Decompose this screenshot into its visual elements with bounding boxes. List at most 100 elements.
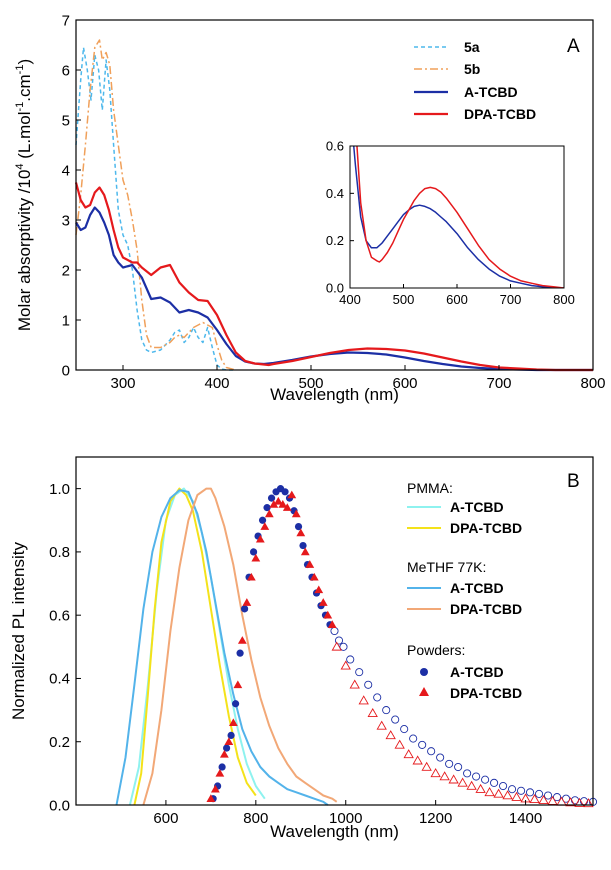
panel-b-legend: PMMA: A-TCBD DPA-TCBD MeTHF 77K: A-TCBD … bbox=[407, 480, 522, 701]
panel-b-powders-dpa-tcbd-point bbox=[323, 610, 333, 619]
panel-b-powders-a-tcbd-point bbox=[490, 778, 499, 787]
panel-b-powders-a-tcbd-point bbox=[427, 747, 436, 756]
ylabel-sup3: -1 bbox=[14, 65, 26, 75]
panel-b-powders-dpa-tcbd-point bbox=[484, 787, 495, 797]
panel-b-powders-dpa-tcbd-point bbox=[305, 560, 315, 568]
panel-b-ytick-label: 0.0 bbox=[49, 797, 70, 814]
panel-b-powders-dpa-tcbd-point bbox=[565, 797, 576, 807]
panel-b-powders-dpa-tcbd-point bbox=[309, 572, 319, 581]
panel-a-ytick-label: 7 bbox=[62, 12, 70, 29]
legend-label-5b: 5b bbox=[464, 61, 480, 77]
panel-b-powders-a-tcbd-point bbox=[218, 763, 226, 771]
panel-a-inset: 400 500 600 700 800 0.0 0.2 0.4 0.6 bbox=[326, 139, 575, 307]
panel-b-powders-dpa-tcbd-point bbox=[349, 679, 360, 689]
panel-b-powders-a-tcbd-point bbox=[231, 700, 240, 708]
panel-a-dpa-tcbd-line bbox=[74, 182, 593, 372]
legend-label-powder-dpa-tcbd: DPA-TCBD bbox=[450, 685, 522, 701]
panel-b-methf-77k-dpa-tcbd-line bbox=[142, 487, 338, 806]
panel-b-powders-dpa-tcbd-point bbox=[502, 790, 513, 800]
panel-b-powders-a-tcbd-point bbox=[508, 785, 517, 794]
panel-b-powders-a-tcbd-point bbox=[472, 772, 481, 781]
legend-label-pmma-dpa-tcbd: DPA-TCBD bbox=[450, 520, 522, 536]
inset-xtick-label: 700 bbox=[500, 292, 522, 307]
panel-b-ytick-label: 0.4 bbox=[49, 671, 70, 688]
panel-b-label: B bbox=[567, 471, 580, 492]
inset-ytick-label: 0.2 bbox=[326, 233, 344, 248]
panel-b-powders-dpa-tcbd-point bbox=[300, 547, 310, 556]
legend-group-title-powders: Powders: bbox=[407, 642, 465, 658]
panel-b-powders-dpa-tcbd-point bbox=[242, 598, 252, 606]
panel-b-powders-a-tcbd-point bbox=[463, 769, 472, 778]
panel-b-frame bbox=[75, 456, 594, 806]
panel-b-powders-dpa-tcbd-point bbox=[412, 755, 423, 765]
inset-xtick-label: 400 bbox=[339, 292, 361, 307]
panel-b-ytick-label: 0.2 bbox=[49, 734, 70, 751]
panel-b-powders-dpa-tcbd-point bbox=[457, 777, 468, 787]
inset-ytick-label: 0.4 bbox=[326, 186, 344, 201]
legend-label-pmma-a-tcbd: A-TCBD bbox=[450, 499, 504, 515]
panel-b-powders-dpa-tcbd-point bbox=[273, 496, 283, 505]
panel-b-powders-dpa-tcbd-point bbox=[278, 500, 288, 508]
panel-b-powders-dpa-tcbd-point bbox=[264, 509, 274, 518]
panel-b-ytick-label: 1.0 bbox=[49, 481, 70, 498]
ylabel-text: Molar absorptivity /10 bbox=[15, 170, 34, 332]
panel-a-ytick-label: 0 bbox=[62, 362, 70, 379]
panel-b-powders-dpa-tcbd-point bbox=[511, 791, 522, 801]
panel-b-powders-dpa-tcbd-point bbox=[287, 490, 297, 499]
panel-b-powders-a-tcbd-point bbox=[400, 725, 409, 734]
panel-b-powders-dpa-tcbd-point bbox=[466, 780, 477, 790]
panel-b-pmma-dpa-tcbd-line bbox=[133, 487, 257, 806]
panel-b-powders-dpa-tcbd-point bbox=[224, 737, 234, 746]
inset-ytick-label: 0.6 bbox=[326, 139, 344, 154]
panel-b-powders-dpa-tcbd-point bbox=[439, 771, 450, 781]
panel-b-pmma-a-tcbd-line bbox=[128, 487, 266, 806]
legend-label-methf-a-tcbd: A-TCBD bbox=[450, 580, 504, 596]
panel-b-powders-dpa-tcbd-point bbox=[475, 783, 486, 793]
panel-b-powders-a-tcbd-point bbox=[552, 793, 562, 802]
panel-b-powders-a-tcbd-point bbox=[236, 649, 244, 657]
panel-b-powders-dpa-tcbd-point bbox=[291, 509, 301, 518]
panel-b-powders-dpa-tcbd-point bbox=[219, 749, 229, 758]
legend-label-dpa-tcbd: DPA-TCBD bbox=[464, 106, 536, 122]
panel-b-xtick-label: 1000 bbox=[329, 810, 362, 827]
panel-b-powders-a-tcbd-point bbox=[249, 548, 258, 556]
panel-b-xtick-label: 1400 bbox=[509, 810, 542, 827]
panel-b-powders-a-tcbd-point bbox=[346, 655, 355, 664]
panel-b-powders-dpa-tcbd-point bbox=[493, 788, 504, 798]
ylabel-sup2: -1 bbox=[14, 102, 26, 112]
panel-b-methf-77k-a-tcbd-line bbox=[115, 489, 329, 806]
panel-b-powders-dpa-tcbd-point bbox=[358, 695, 369, 705]
panel-b-powders-a-tcbd-point bbox=[223, 744, 231, 752]
panel-b-powders-a-tcbd-point bbox=[258, 516, 267, 524]
panel-b-powders-dpa-tcbd-point bbox=[206, 794, 216, 802]
ylabel-sup1: 4 bbox=[14, 163, 26, 169]
panel-a-ytick-label: 2 bbox=[62, 262, 70, 279]
panel-b-powders-dpa-tcbd-point bbox=[260, 522, 270, 530]
panel-b-powders-dpa-tcbd-point bbox=[331, 641, 342, 651]
panel-b-powders-a-tcbd-point bbox=[526, 788, 535, 797]
panel-b-xtick-label: 1200 bbox=[419, 810, 452, 827]
panel-a-ticks: 300 400 500 600 700 800 0 1 2 3 4 5 6 7 bbox=[62, 12, 606, 392]
panel-b-powders-a-tcbd-point bbox=[418, 740, 427, 749]
inset-background bbox=[350, 146, 564, 288]
inset-dpa-tcbd-line bbox=[356, 146, 564, 288]
panel-a-xtick-label: 500 bbox=[298, 375, 323, 392]
panel-b-powders-a-tcbd-point bbox=[373, 693, 382, 702]
panel-b-xtick-label: 600 bbox=[153, 810, 178, 827]
panel-a-label: A bbox=[567, 36, 580, 57]
panel-b-powders-a-tcbd-point bbox=[294, 523, 303, 531]
panel-b-powders-dpa-tcbd-point bbox=[403, 749, 414, 759]
panel-a-5a-line bbox=[75, 46, 236, 371]
panel-b-powders-dpa-tcbd-point bbox=[538, 794, 549, 805]
panel-b-powders-dpa-tcbd-point bbox=[296, 528, 306, 537]
panel-b-powders-a-tcbd-point bbox=[436, 753, 445, 762]
inset-series bbox=[352, 146, 564, 288]
panel-b-powders-dpa-tcbd-point bbox=[448, 774, 459, 784]
panel-b-powders-a-tcbd-point bbox=[391, 715, 400, 724]
panel-b-ylabel: Normalized PL intensity bbox=[9, 542, 28, 720]
panel-b-powders-dpa-tcbd-point bbox=[210, 784, 220, 793]
panel-b-powders-a-tcbd-point bbox=[240, 605, 249, 613]
panel-a-ylabel: Molar absorptivity /104 (L.mol-1.cm-1) bbox=[14, 59, 34, 331]
panel-b-powders-a-tcbd-point bbox=[339, 642, 348, 651]
